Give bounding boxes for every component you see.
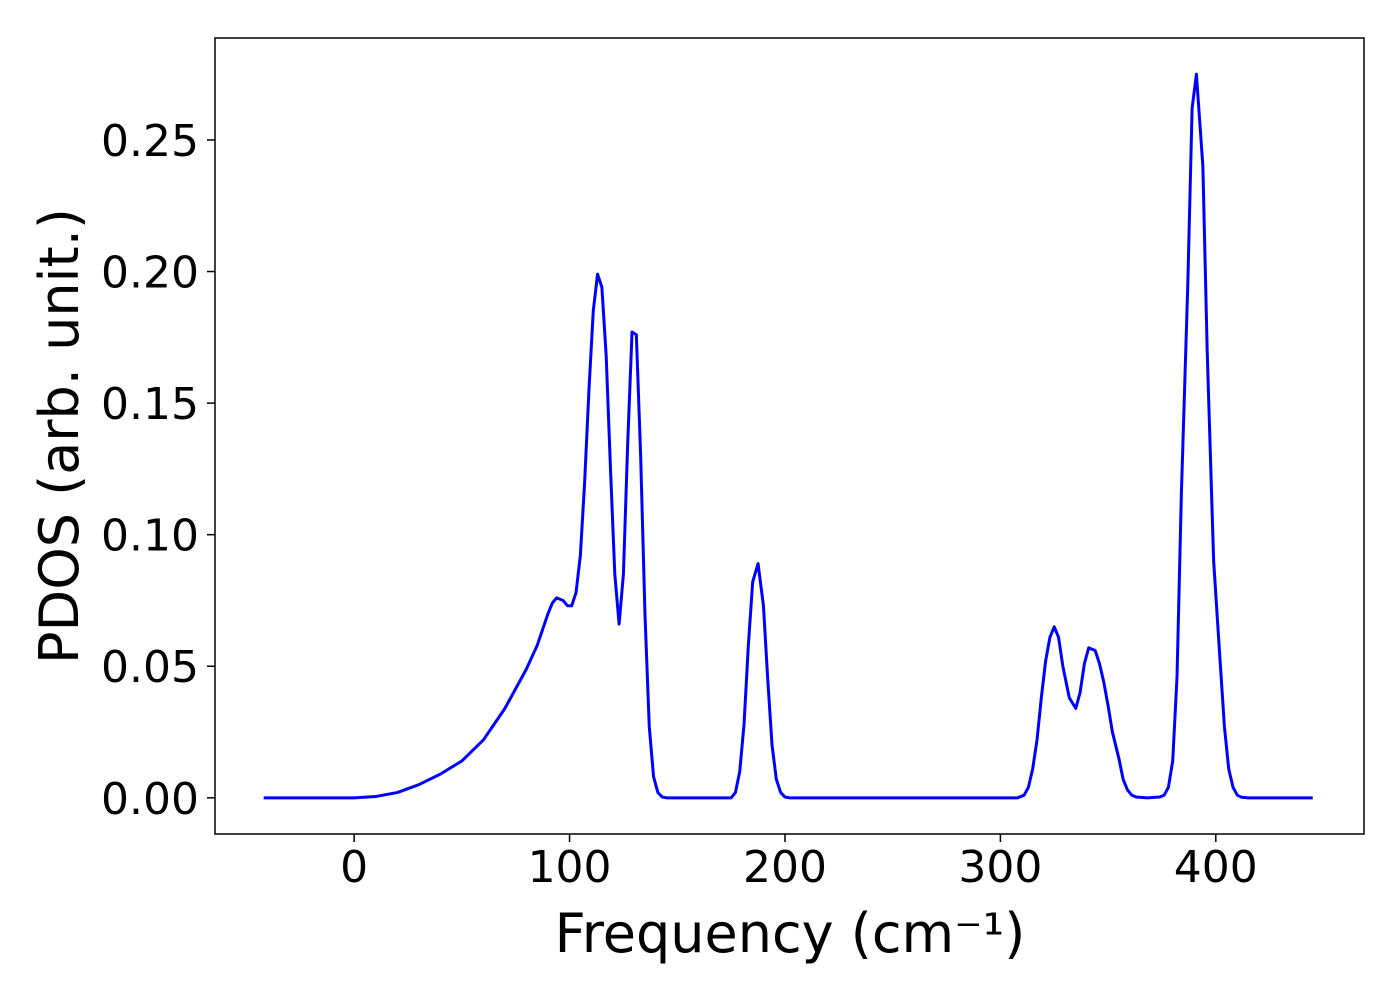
y-tick-label: 0.05 [101,642,199,693]
x-tick-label: 0 [340,842,368,893]
x-tick-label: 200 [743,842,827,893]
y-axis-label: PDOS (arb. unit.) [28,208,91,664]
x-tick-label: 100 [528,842,612,893]
y-tick-label: 0.00 [101,774,199,825]
data-line [263,72,1313,800]
y-tick-label: 0.25 [101,116,199,167]
y-tick-label: 0.10 [101,511,199,562]
y-tick-label: 0.15 [101,379,199,430]
x-tick-label: 400 [1174,842,1258,893]
plot-frame [214,37,1365,835]
x-tick-label: 300 [958,842,1042,893]
y-tick-label: 0.20 [101,248,199,299]
x-axis-label: Frequency (cm⁻¹) [555,902,1026,965]
